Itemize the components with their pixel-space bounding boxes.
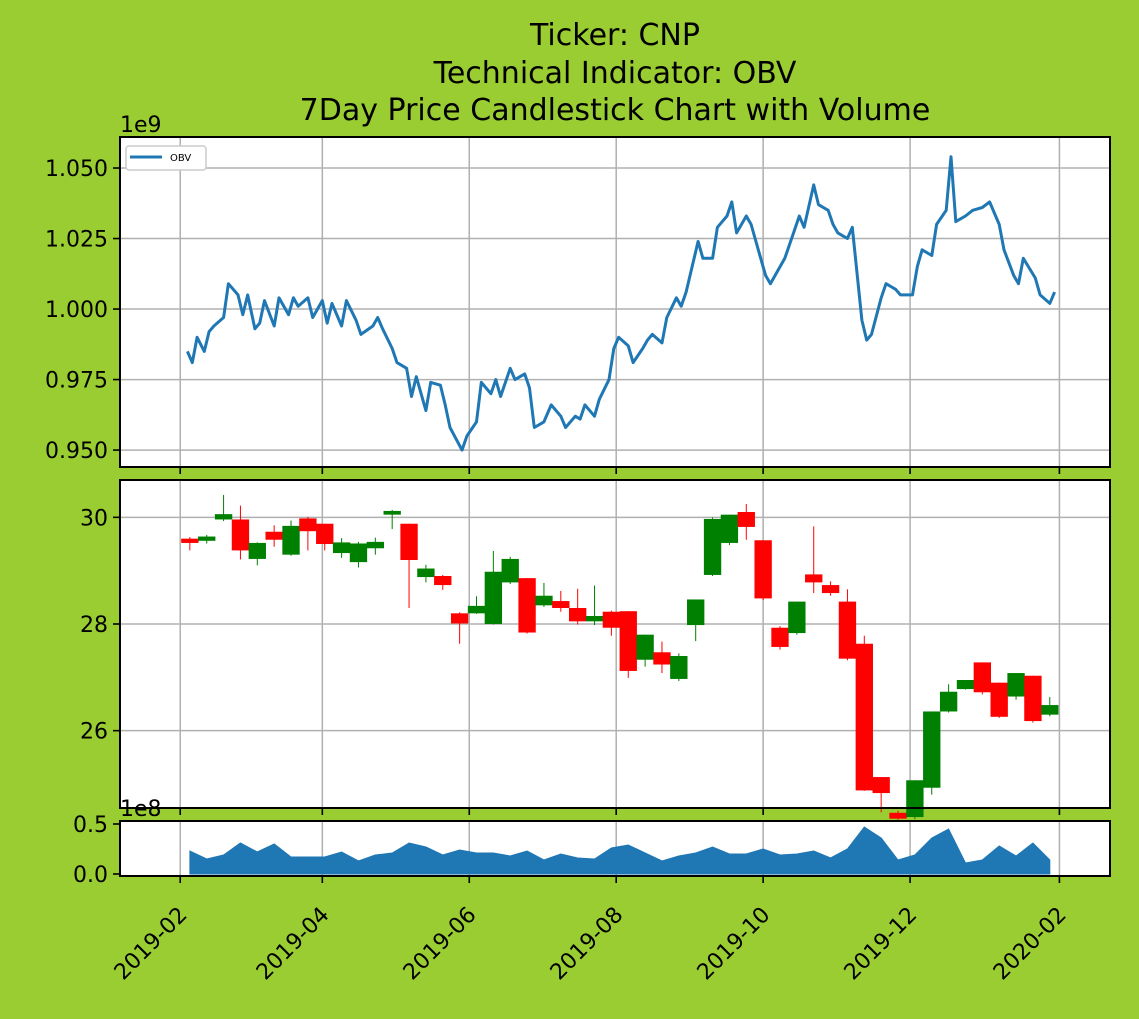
candle-body <box>889 812 907 819</box>
candle-body <box>299 518 317 532</box>
candle-body <box>518 578 536 633</box>
legend: OBV <box>125 145 207 171</box>
y-tick-label: 0.950 <box>45 439 108 464</box>
candle-body <box>956 680 975 690</box>
candle-body <box>619 611 637 671</box>
candle-body <box>771 627 789 647</box>
candle-body <box>788 601 806 634</box>
plot-border <box>119 136 1111 468</box>
y-tick-label: 0.5 <box>73 813 108 838</box>
candle-body <box>872 777 890 794</box>
plot-area <box>119 136 1111 468</box>
candle-body <box>198 536 216 541</box>
x-tick-label: 2019-10 <box>693 903 776 986</box>
candle-body <box>990 682 1008 717</box>
candle-body <box>332 542 351 554</box>
y-tick-label: 26 <box>80 720 108 745</box>
candle-body <box>484 571 503 624</box>
candle-body <box>906 780 924 818</box>
candle-body <box>316 523 334 544</box>
candle-body <box>754 540 772 599</box>
y-tick-label: 0.0 <box>73 863 108 888</box>
candle-body <box>366 541 384 549</box>
candle-body <box>670 656 688 679</box>
y-tick-label: 1.000 <box>45 298 108 323</box>
volume-panel: 2019-02 2019-04 2019-06 2019-08 2019-10 2019-… <box>73 797 1111 986</box>
obv-panel: 0.950 0.975 1.000 1.025 1.050 1e9 OBV <box>45 113 1111 474</box>
y-tick-label: 1.025 <box>45 228 108 253</box>
candle-body <box>417 568 435 578</box>
price-candlestick-panel: 26 28 30 <box>80 479 1111 820</box>
candle-body <box>349 543 368 563</box>
candle-body <box>568 608 587 622</box>
candle-body <box>400 523 418 560</box>
x-tick-label: 2019-12 <box>840 903 923 986</box>
candle-body <box>552 601 570 608</box>
candle-body <box>636 634 654 660</box>
candle-body <box>585 616 604 622</box>
chart-title-line-2: Technical Indicator: OBV <box>433 56 797 91</box>
x-tick-label: 2019-04 <box>252 903 335 986</box>
obv-line <box>186 155 1056 452</box>
chart-title-line-1: Ticker: CNP <box>529 18 700 53</box>
plot-border <box>119 479 1111 809</box>
candle-body <box>1007 673 1025 697</box>
candle-body <box>838 601 857 659</box>
y-tick-label: 1.050 <box>45 157 108 182</box>
candle-body <box>535 595 553 606</box>
candle-body <box>450 613 469 624</box>
candle-body <box>181 538 199 543</box>
y-tick-label: 30 <box>80 506 108 531</box>
x-tick-label: 2019-02 <box>110 903 193 986</box>
candle-body <box>602 611 621 628</box>
legend-label: OBV <box>170 153 191 164</box>
candle-body <box>383 510 401 515</box>
candle-body <box>720 514 739 543</box>
plot-area <box>119 479 1111 809</box>
y-tick-label: 0.975 <box>45 369 108 394</box>
x-tick-label: 2020-02 <box>989 903 1072 986</box>
x-tick-label: 2019-08 <box>546 903 629 986</box>
candle-body <box>939 691 958 712</box>
candle-body <box>434 576 452 586</box>
candle-body <box>1041 705 1059 715</box>
candle-body <box>737 512 755 527</box>
y-tick-label: 28 <box>80 613 108 638</box>
obv-offset-label: 1e9 <box>120 113 162 138</box>
candle-body <box>282 525 300 555</box>
candle-body <box>265 531 283 540</box>
candle-body <box>855 643 873 791</box>
volume-offset-label: 1e8 <box>120 797 162 822</box>
candle-body <box>805 574 823 583</box>
candle-body <box>703 518 722 575</box>
plot-border <box>119 820 1111 877</box>
candle-body <box>501 558 519 583</box>
candle-body <box>231 519 250 551</box>
candle-body <box>467 605 486 614</box>
chart-title-line-3: 7Day Price Candlestick Chart with Volume <box>300 93 931 128</box>
candle-body <box>821 585 840 594</box>
candle-body <box>973 662 992 693</box>
candle-body <box>1024 675 1042 722</box>
volume-area <box>189 826 1051 875</box>
candle-body <box>653 652 671 665</box>
candle-body <box>248 542 266 559</box>
candle-body <box>687 599 705 626</box>
x-tick-label: 2019-06 <box>399 903 482 986</box>
candle-body <box>923 711 941 788</box>
legend-box <box>125 145 207 171</box>
candle-body <box>214 514 233 520</box>
